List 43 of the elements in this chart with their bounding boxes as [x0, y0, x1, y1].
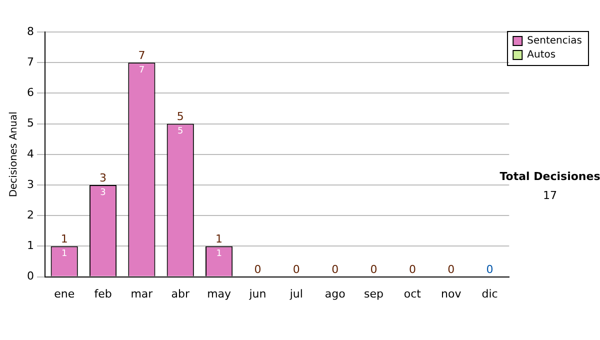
y-tick-label: 4 — [27, 147, 34, 160]
annotation: Total Decisiones — [500, 170, 600, 183]
data-label: 5 — [178, 126, 184, 137]
total-label: 0 — [254, 263, 262, 276]
legend-label: Sentencias — [527, 36, 582, 47]
y-tick-label: 7 — [27, 55, 34, 68]
x-tick-label: oct — [404, 287, 422, 300]
x-tick-label: jun — [248, 287, 266, 300]
x-tick-label: feb — [94, 287, 112, 300]
y-tick-label: 1 — [27, 239, 34, 252]
total-label: 0 — [408, 263, 416, 276]
y-axis-title: Decisiones Anual — [8, 112, 20, 198]
total-label: 0 — [486, 263, 494, 276]
data-label: 3 — [100, 188, 106, 198]
y-tick-label: 6 — [27, 86, 34, 100]
x-tick-label: abr — [171, 287, 190, 300]
total-label: 0 — [292, 263, 300, 276]
x-tick-label: dic — [482, 287, 498, 300]
total-label: 7 — [138, 48, 146, 62]
x-tick-label: jul — [288, 287, 303, 300]
data-label: 1 — [61, 249, 68, 260]
total-label: 1 — [60, 232, 68, 246]
legend-label: Autos — [527, 50, 556, 61]
y-tick-label: 8 — [27, 24, 34, 38]
data-label: 7 — [138, 65, 145, 76]
x-tick-label: ene — [54, 287, 75, 300]
x-tick-label: mar — [130, 287, 154, 300]
y-tick-label: 5 — [27, 116, 34, 130]
total-label: 0 — [448, 263, 455, 276]
x-tick-label: sep — [364, 287, 384, 300]
x-tick-label: nov — [441, 287, 462, 300]
x-tick-label: may — [207, 287, 232, 300]
total-label: 1 — [216, 232, 223, 246]
y-tick-label: 0 — [27, 270, 34, 283]
data-label: 1 — [216, 249, 222, 260]
text: 17 — [543, 188, 557, 202]
total-label: 0 — [370, 263, 378, 276]
y-tick-label: 2 — [27, 208, 34, 222]
total-label: 3 — [100, 171, 107, 184]
x-tick-label: ago — [324, 287, 346, 300]
total-label: 0 — [332, 263, 339, 276]
total-label: 5 — [176, 110, 184, 124]
y-tick-label: 3 — [27, 178, 34, 191]
